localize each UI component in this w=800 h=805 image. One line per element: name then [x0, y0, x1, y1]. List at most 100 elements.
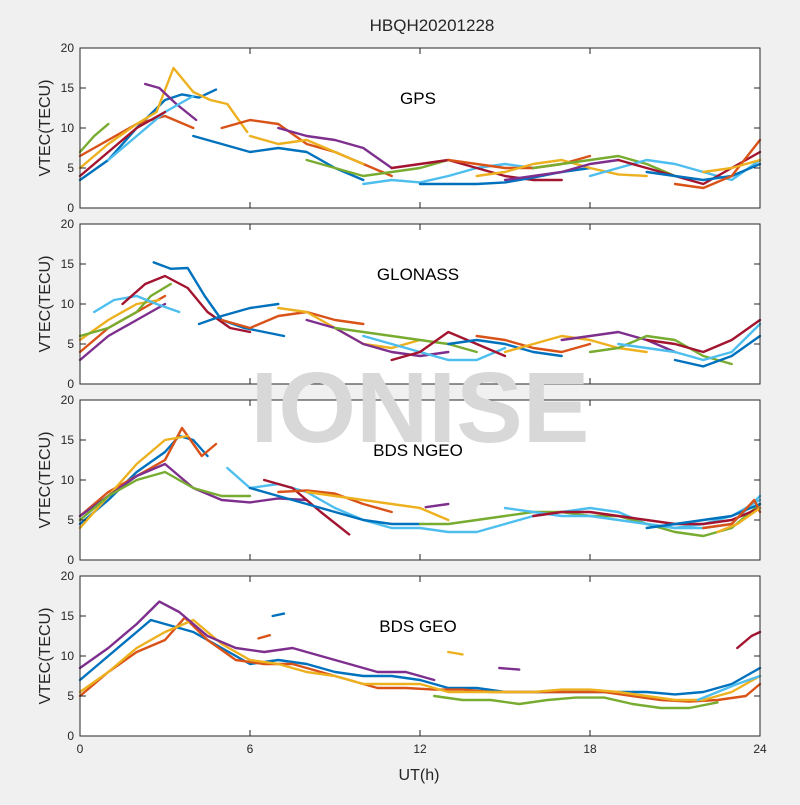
- series-line: [617, 322, 762, 362]
- series-line: [424, 502, 450, 509]
- y-tick-label: 20: [61, 393, 75, 407]
- panel-annotation: BDS GEO: [379, 617, 456, 636]
- series-line: [696, 674, 762, 702]
- panel-1: 0 5 10 15 20 VTEC(TECU) GPS: [37, 41, 762, 215]
- series-line: [498, 666, 521, 671]
- series-line: [305, 490, 450, 522]
- x-tick-label: 24: [753, 742, 767, 756]
- series-line: [78, 298, 161, 342]
- series-line: [78, 434, 209, 526]
- series-line: [588, 334, 733, 366]
- series-line: [362, 162, 535, 186]
- series-line: [588, 158, 762, 182]
- y-axis-label: VTEC(TECU): [37, 432, 54, 529]
- series-line: [447, 650, 464, 656]
- y-tick-label: 0: [67, 201, 74, 215]
- y-tick-label: 15: [61, 609, 75, 623]
- x-tick-label: 18: [583, 742, 597, 756]
- series-line: [152, 261, 286, 338]
- series-line: [78, 122, 110, 154]
- series-line: [716, 506, 762, 534]
- series-line: [263, 478, 351, 536]
- series-line: [702, 158, 762, 174]
- series-line: [617, 150, 762, 186]
- y-tick-label: 10: [61, 649, 75, 663]
- series-line: [78, 426, 218, 518]
- series-line: [271, 612, 286, 618]
- y-tick-label: 10: [61, 121, 75, 135]
- series-line: [92, 294, 181, 314]
- series-line: [78, 282, 172, 338]
- series-group: [78, 426, 762, 538]
- series-line: [390, 330, 507, 362]
- series-line: [78, 618, 762, 702]
- series-line: [475, 334, 592, 354]
- plot-area: [80, 400, 760, 560]
- series-line: [475, 158, 648, 178]
- series-line: [78, 66, 249, 170]
- series-line: [433, 694, 719, 710]
- chart-title: HBQH20201228: [370, 16, 495, 35]
- y-tick-label: 15: [61, 433, 75, 447]
- y-tick-label: 20: [61, 217, 75, 231]
- series-line: [503, 158, 620, 182]
- series-line: [220, 310, 365, 330]
- y-tick-label: 5: [67, 689, 74, 703]
- series-group: [78, 66, 762, 190]
- x-axis-label: UT(h): [399, 767, 440, 784]
- series-line: [78, 110, 167, 178]
- plot-area: [80, 576, 760, 736]
- series-line: [333, 326, 478, 354]
- y-tick-label: 0: [67, 729, 74, 743]
- series-group: [78, 600, 762, 710]
- series-line: [673, 334, 762, 368]
- y-tick-label: 5: [67, 161, 74, 175]
- panel-annotation: GLONASS: [377, 265, 459, 284]
- series-line: [248, 486, 422, 526]
- y-tick-label: 0: [67, 377, 74, 391]
- series-line: [78, 302, 167, 362]
- y-tick-label: 5: [67, 337, 74, 351]
- panel-3: 0 5 10 15 20 VTEC(TECU) BDS NGEO: [37, 393, 762, 567]
- series-line: [277, 126, 393, 170]
- y-tick-label: 20: [61, 569, 75, 583]
- series-line: [78, 600, 436, 682]
- series-line: [257, 634, 271, 640]
- x-tick-label: 6: [247, 742, 254, 756]
- panel-annotation: GPS: [400, 89, 436, 108]
- series-line: [362, 334, 507, 362]
- y-axis-label: VTEC(TECU): [37, 608, 54, 705]
- y-tick-label: 5: [67, 513, 74, 527]
- series-line: [78, 434, 189, 530]
- series-line: [645, 318, 762, 354]
- series-line: [560, 330, 677, 354]
- y-tick-label: 10: [61, 297, 75, 311]
- panels: 0 5 10 15 20 VTEC(TECU) GPS 0 5 10 15 20 VTEC(TECU) G…: [37, 41, 767, 756]
- series-line: [645, 502, 762, 530]
- series-line: [107, 94, 195, 162]
- series-line: [197, 302, 280, 326]
- panel-2: 0 5 10 15 20 VTEC(TECU) GLONASS: [37, 217, 762, 391]
- series-line: [305, 318, 450, 358]
- y-tick-label: 20: [61, 41, 75, 55]
- series-group: [78, 261, 762, 368]
- series-line: [736, 630, 762, 650]
- y-axis-label: VTEC(TECU): [37, 80, 54, 177]
- panel-annotation: BDS NGEO: [373, 441, 463, 460]
- watermark-text: IONISE: [251, 352, 590, 464]
- series-line: [121, 274, 252, 334]
- y-tick-label: 15: [61, 257, 75, 271]
- series-line: [447, 338, 563, 358]
- y-tick-label: 0: [67, 553, 74, 567]
- series-line: [532, 506, 762, 526]
- series-line: [78, 470, 252, 522]
- series-line: [248, 134, 365, 166]
- series-line: [390, 158, 563, 182]
- series-line: [143, 82, 198, 122]
- series-line: [277, 489, 393, 514]
- series-line: [532, 154, 677, 178]
- series-line: [78, 618, 762, 696]
- y-axis-label: VTEC(TECU): [37, 256, 54, 353]
